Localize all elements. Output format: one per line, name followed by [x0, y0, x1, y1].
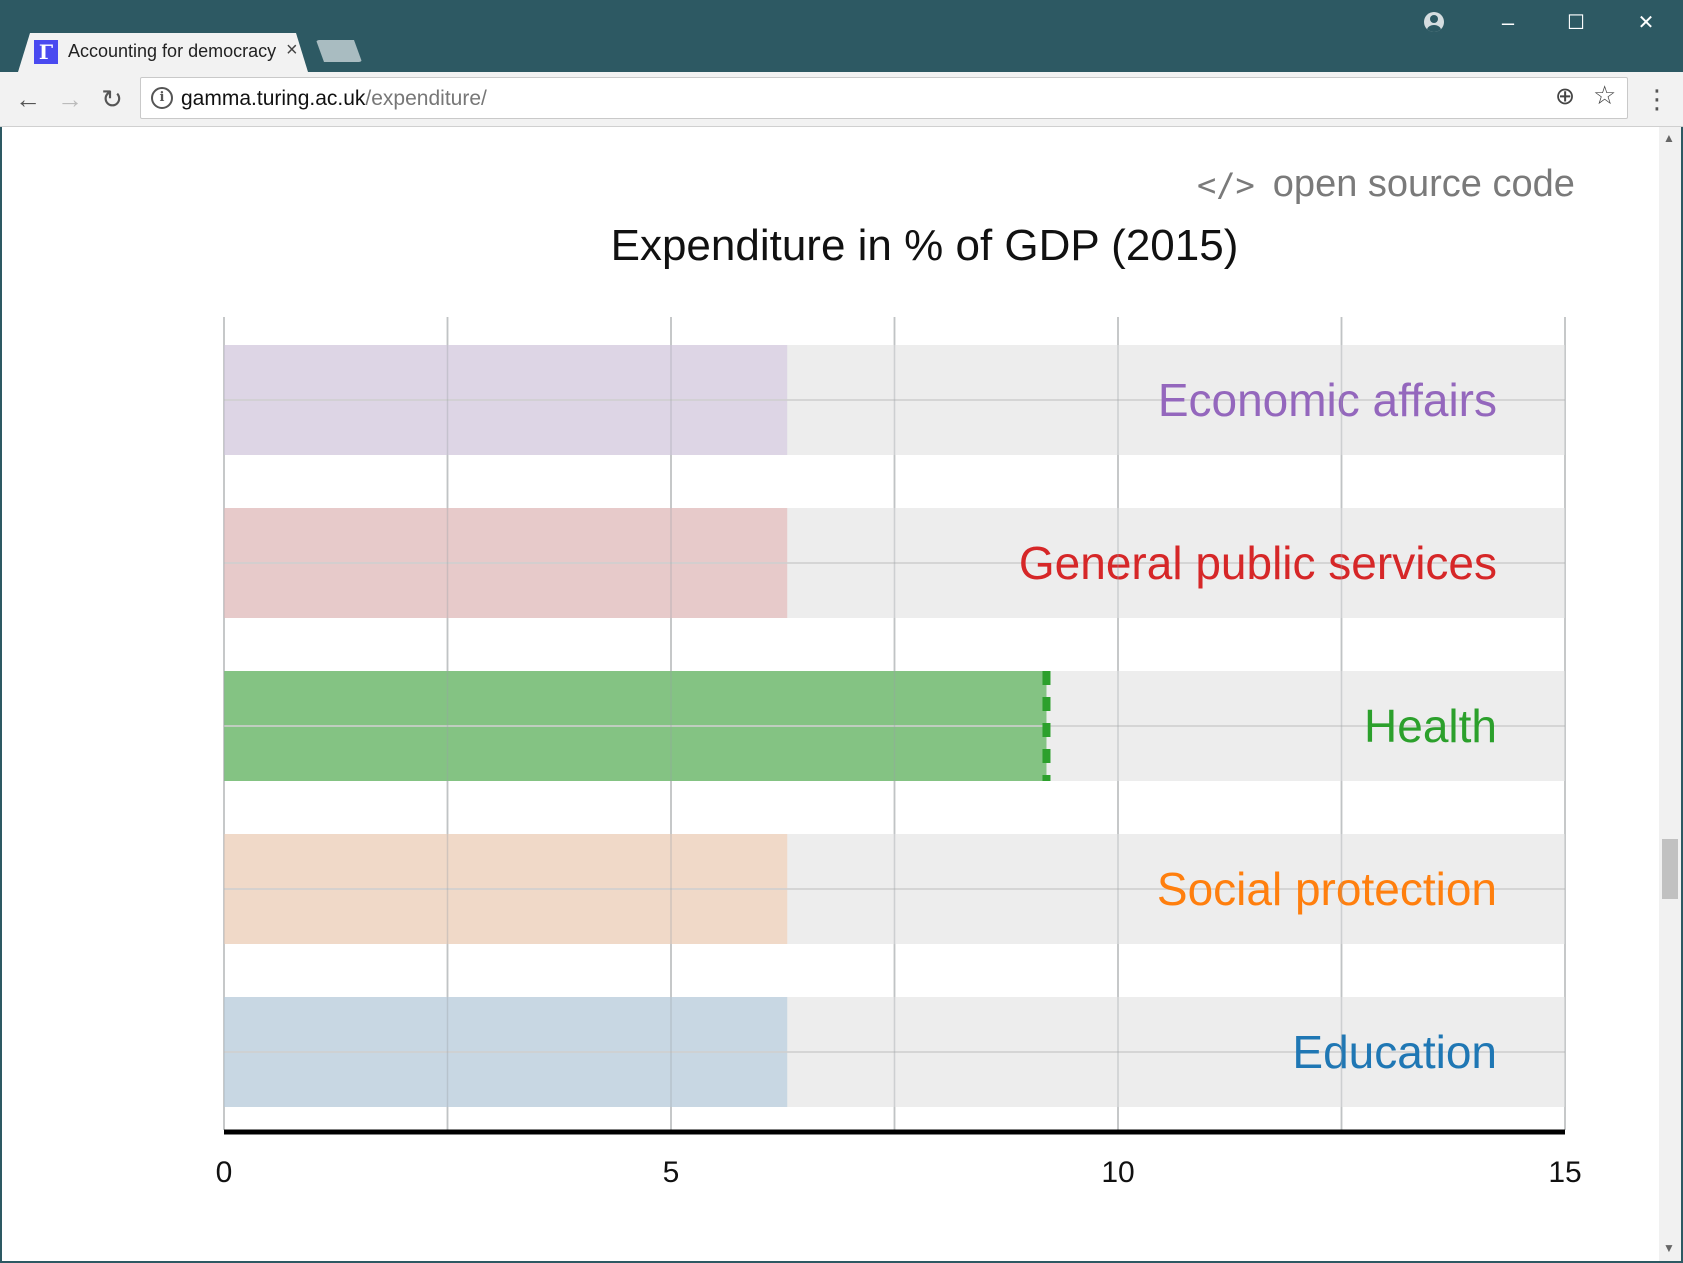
close-window-icon[interactable]: ✕ [1637, 12, 1655, 34]
category-label: Health [1364, 700, 1497, 752]
category-label: General public services [1019, 537, 1497, 589]
new-tab-button[interactable] [316, 40, 362, 62]
scroll-up-icon[interactable]: ▲ [1663, 131, 1675, 145]
category-label: Education [1292, 1026, 1497, 1078]
bookmark-star-icon[interactable]: ☆ [1593, 80, 1617, 110]
browser-toolbar: ← → ↻ i gamma.turing.ac.uk/expenditure/ … [0, 72, 1683, 127]
url-text[interactable]: gamma.turing.ac.uk/expenditure/ [181, 87, 487, 111]
scrollbar-thumb[interactable] [1662, 839, 1678, 899]
url-host: gamma.turing.ac.uk [181, 87, 366, 110]
open-source-code-link[interactable]: </> open source code [1197, 163, 1575, 206]
browser-tab[interactable]: Γ Accounting for democracy × [18, 33, 308, 72]
info-icon[interactable]: i [151, 87, 173, 109]
back-icon[interactable]: ← [15, 84, 41, 114]
reload-icon[interactable]: ↻ [101, 84, 123, 114]
tab-close-icon[interactable]: × [286, 39, 298, 61]
scroll-down-icon[interactable]: ▼ [1663, 1241, 1675, 1255]
category-label: Social protection [1157, 863, 1497, 915]
favicon-icon: Γ [34, 40, 58, 64]
expenditure-chart: Expenditure in % of GDP (2015) Economic a… [216, 221, 1582, 1189]
page-viewport: </> open source code Expenditure in % of … [2, 127, 1659, 1261]
forward-icon[interactable]: → [57, 84, 83, 114]
browser-menu-icon[interactable]: ⋮ [1644, 84, 1670, 114]
zoom-icon[interactable]: ⊕ [1555, 83, 1576, 110]
x-tick-label: 10 [1101, 1156, 1134, 1189]
x-tick-label: 0 [216, 1156, 233, 1189]
maximize-icon[interactable]: ☐ [1567, 12, 1585, 34]
category-label: Economic affairs [1158, 374, 1497, 426]
address-bar[interactable]: i gamma.turing.ac.uk/expenditure/ ⊕ ☆ [140, 77, 1628, 119]
vertical-scrollbar[interactable]: ▲ ▼ [1659, 127, 1681, 1261]
x-tick-label: 15 [1548, 1156, 1581, 1189]
chart-title: Expenditure in % of GDP (2015) [611, 221, 1239, 270]
url-path: /expenditure/ [365, 87, 487, 110]
x-tick-label: 5 [663, 1156, 680, 1189]
minimize-icon[interactable]: – [1501, 10, 1515, 35]
code-icon: </> [1197, 166, 1255, 204]
profile-icon[interactable] [1424, 12, 1444, 32]
open-source-code-label: open source code [1272, 163, 1575, 205]
browser-title-bar: Γ Accounting for democracy × – ☐ ✕ [0, 0, 1683, 72]
tab-title: Accounting for democracy [68, 41, 277, 61]
